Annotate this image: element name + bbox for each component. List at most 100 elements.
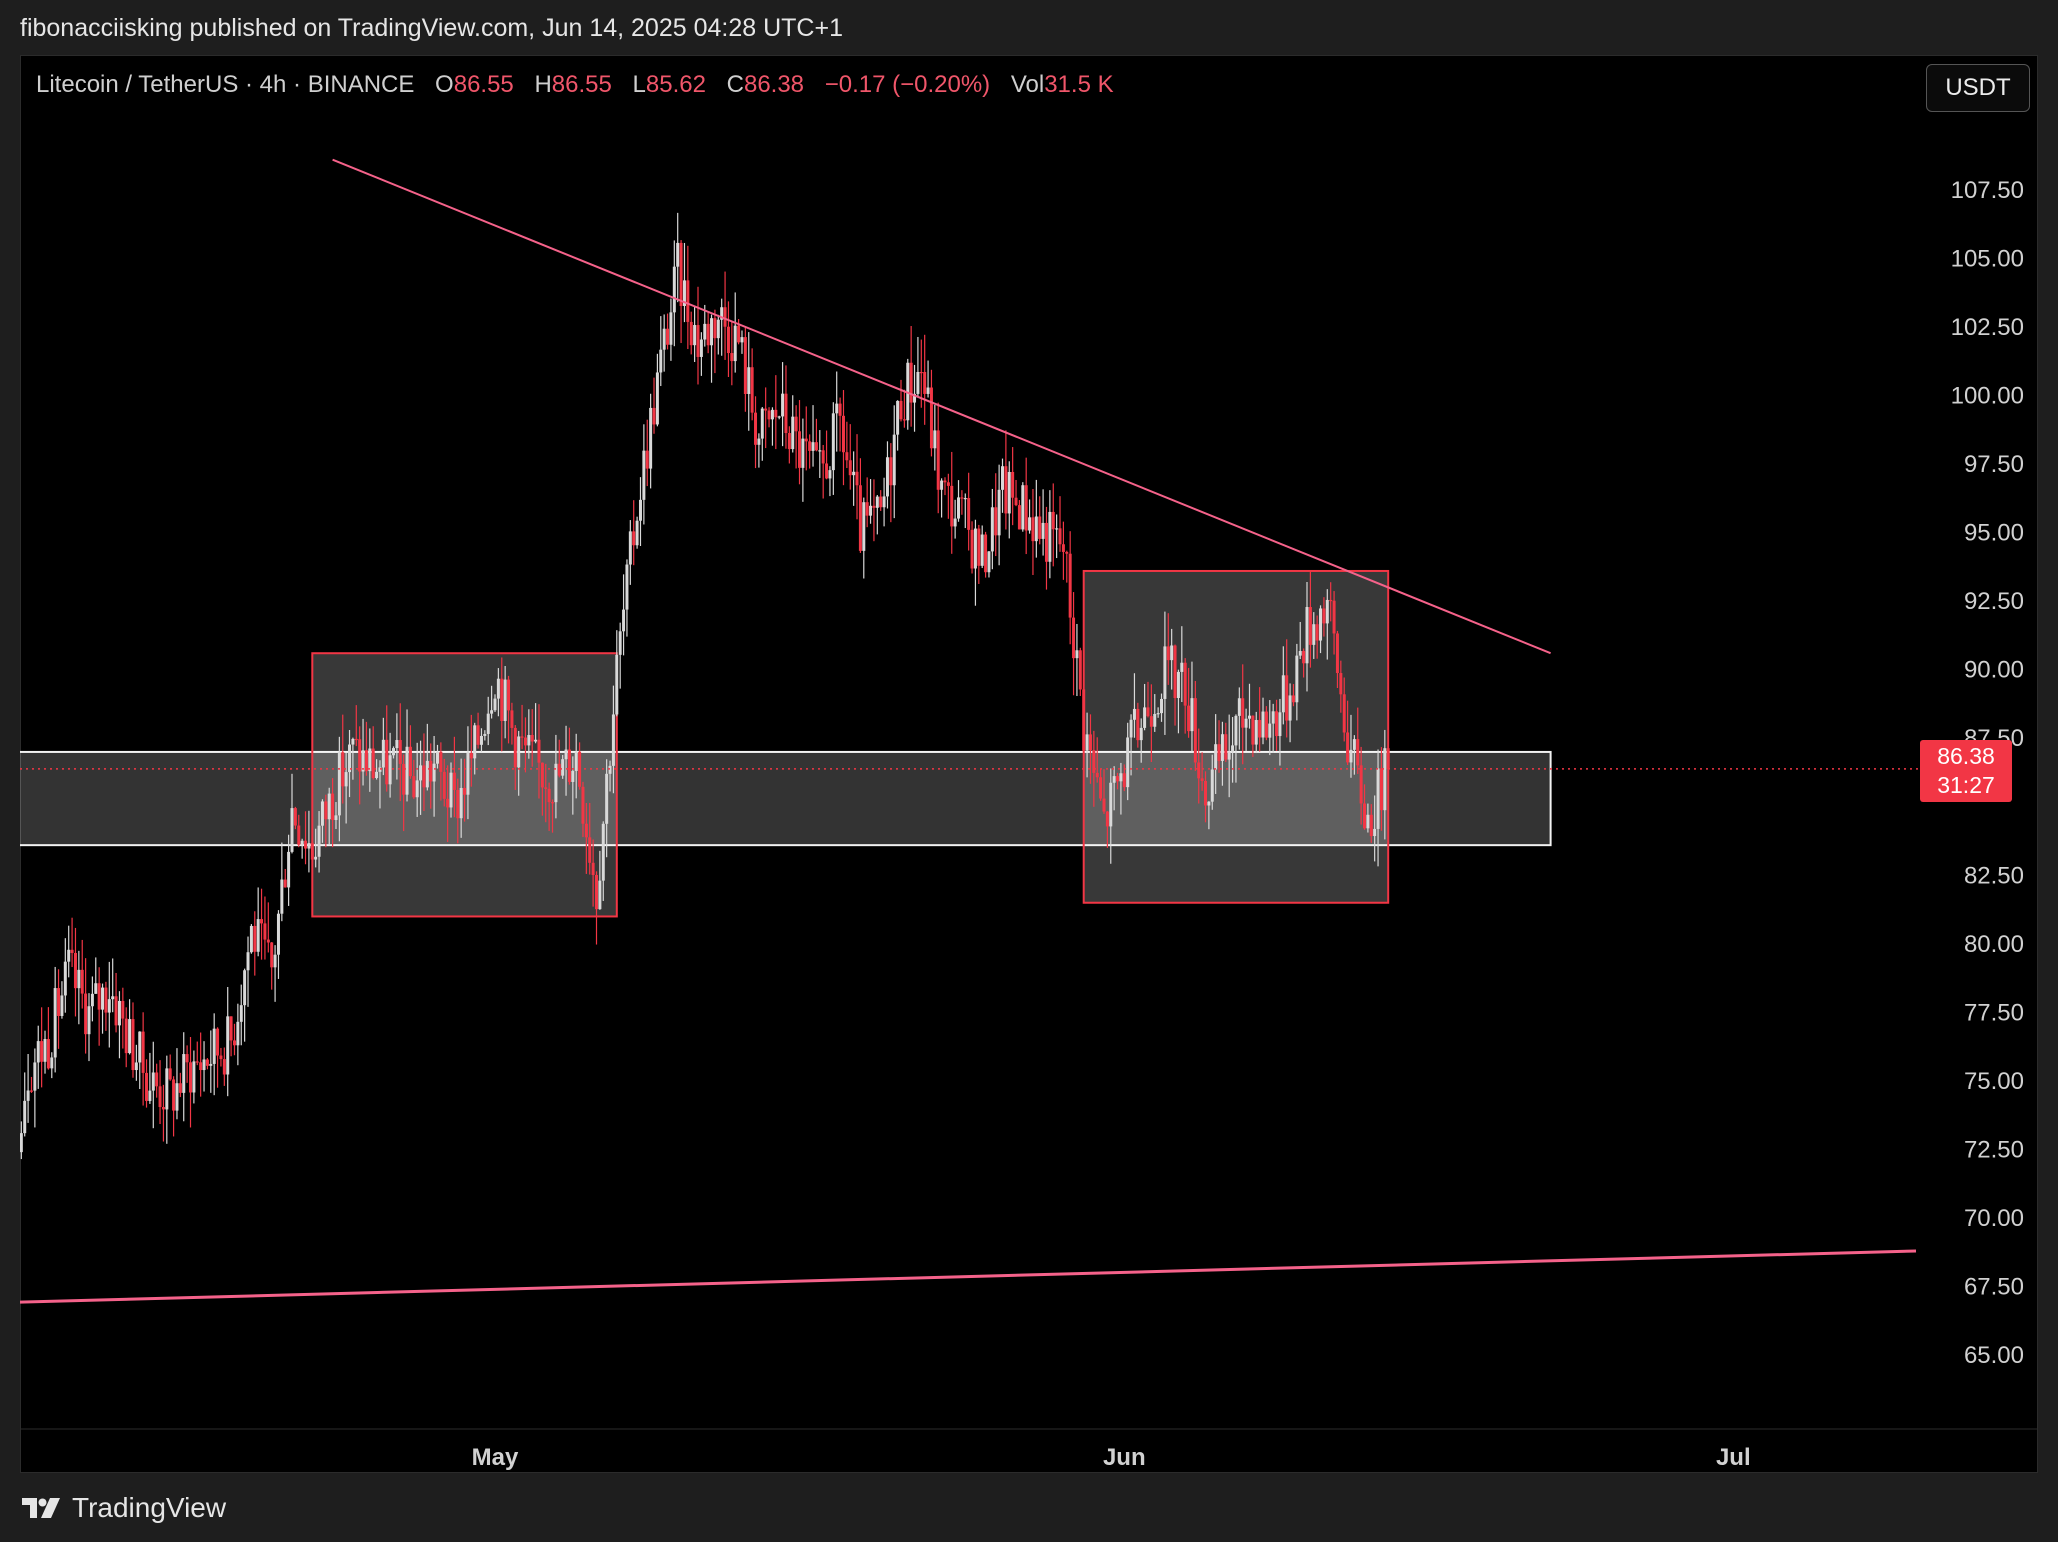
candle-body <box>463 787 467 795</box>
candle-body <box>635 520 639 546</box>
candle-body <box>523 737 527 746</box>
candle-body <box>341 752 345 787</box>
tradingview-footer[interactable]: TradingView <box>20 1488 226 1528</box>
candle-body <box>791 416 795 450</box>
candle-body <box>243 970 247 1006</box>
candle-body <box>1136 708 1140 741</box>
candle-body <box>435 751 439 764</box>
candle-body <box>835 403 839 414</box>
candle-body <box>923 372 927 394</box>
candle-body <box>595 875 598 910</box>
candle-body <box>1001 466 1004 490</box>
candle-body <box>1204 780 1207 806</box>
candle-body <box>476 725 480 745</box>
candle-body <box>1332 600 1336 634</box>
candle-body <box>804 438 808 442</box>
candle-body <box>395 740 399 749</box>
candle-body <box>1129 719 1133 738</box>
chart-panel[interactable] <box>20 55 2038 1473</box>
candle-body <box>1048 511 1052 562</box>
candle-body <box>121 1000 125 1019</box>
candle-body <box>520 736 524 738</box>
change-value: −0.17 (−0.20%) <box>824 71 991 98</box>
candle-body <box>131 1019 135 1071</box>
open-value: 86.55 <box>453 71 514 98</box>
candle-body <box>439 751 443 772</box>
candle-body <box>682 280 686 306</box>
candle-body <box>479 735 483 745</box>
candle-body <box>1065 551 1069 554</box>
candle-body <box>655 372 659 425</box>
candle-body <box>26 1090 30 1101</box>
candle-body <box>1126 737 1130 788</box>
candle-body <box>442 771 446 799</box>
candle-body <box>1271 711 1275 724</box>
candle-body <box>808 441 812 451</box>
candle-body <box>953 518 957 527</box>
candle-body <box>205 1059 209 1066</box>
candle-body <box>232 1040 236 1046</box>
candle-body <box>676 242 680 267</box>
candle-body <box>601 823 605 881</box>
candle-body <box>1224 734 1228 760</box>
candle-body <box>726 326 730 354</box>
trendlines-layer <box>20 158 1917 1304</box>
candle-body <box>1082 689 1086 751</box>
candle-body <box>919 371 923 374</box>
candle-body <box>1193 698 1197 763</box>
price-axis[interactable]: 107.50 105.00 102.50 100.00 97.50 95.00 92.50 9… <box>1951 177 2024 1369</box>
candle-body <box>902 419 906 421</box>
candle-body <box>1092 750 1096 773</box>
candle-body <box>879 496 883 508</box>
candle-body <box>1352 739 1356 750</box>
price-chart[interactable]: 107.50 105.00 102.50 100.00 97.50 95.00 92.50 9… <box>20 55 2038 1473</box>
candle-body <box>885 457 889 497</box>
candle-body <box>1261 711 1265 738</box>
candle-body <box>764 408 768 411</box>
symbol-name[interactable]: Litecoin / TetherUS · 4h · BINANCE <box>36 71 415 98</box>
candle-body <box>361 750 365 772</box>
candle-body <box>155 1072 159 1087</box>
price-tick-label: 100.00 <box>1951 382 2024 409</box>
candle-body <box>980 534 984 566</box>
time-axis[interactable]: May Jun Jul <box>20 1428 2038 1471</box>
candle-body <box>226 1016 230 1075</box>
candle-body <box>1220 734 1224 761</box>
candle-body <box>1024 485 1028 531</box>
candle-body <box>1055 528 1059 530</box>
candle-body <box>117 1000 121 1026</box>
candle-body <box>973 528 977 569</box>
high-label: H <box>534 71 552 98</box>
currency-button[interactable]: USDT <box>1926 64 2030 112</box>
candle-body <box>128 1019 132 1054</box>
candle-body <box>67 949 71 962</box>
candle-body <box>239 1005 243 1022</box>
candle-body <box>378 767 382 772</box>
candle-body <box>743 337 747 394</box>
candle-body <box>1017 505 1021 530</box>
candle-body <box>916 371 920 394</box>
candle-body <box>1160 698 1164 714</box>
candle-body <box>178 1083 182 1093</box>
candle-body <box>747 367 751 394</box>
candle-body <box>720 307 724 320</box>
price-tick-label: 67.50 <box>1964 1274 2024 1301</box>
candle-body <box>845 452 849 461</box>
candle-body <box>754 412 758 445</box>
candle-body <box>57 988 61 1016</box>
candle-body <box>70 949 74 953</box>
candle-body <box>929 387 933 449</box>
candle-body <box>1061 544 1065 552</box>
candle-body <box>733 325 737 362</box>
candle-body <box>1044 522 1048 562</box>
candle-body <box>314 856 318 860</box>
tradingview-logo-icon <box>22 1498 60 1518</box>
candle-body <box>1176 671 1180 699</box>
candle-body <box>1312 624 1316 645</box>
candle-body <box>398 740 402 764</box>
candle-body <box>222 1059 226 1075</box>
candle-body <box>283 879 287 888</box>
close-value: 86.38 <box>743 71 805 98</box>
candle-body <box>960 497 964 499</box>
candle-body <box>493 698 497 711</box>
